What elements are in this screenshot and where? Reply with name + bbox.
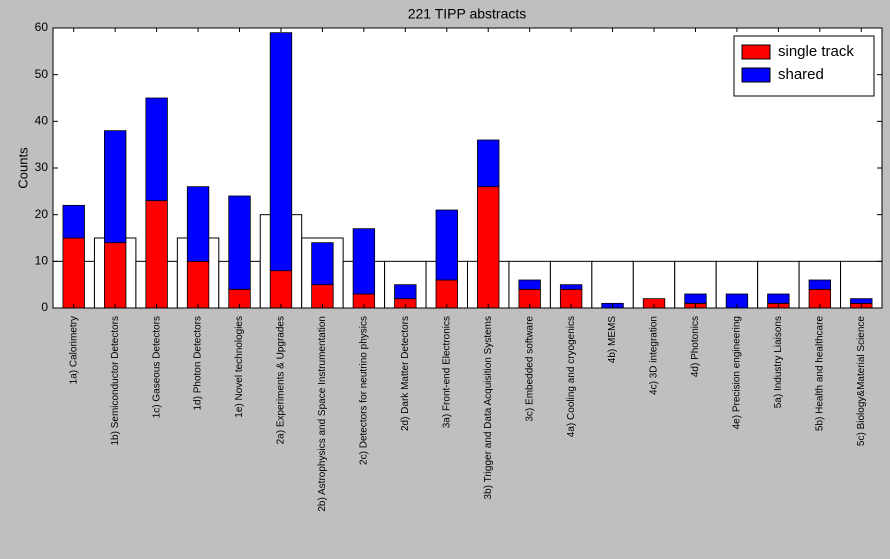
x-tick-label: 3c) Embedded software [524,316,535,422]
bar-segment [103,242,127,309]
y-tick-label: 0 [41,300,48,314]
bar-segment [228,195,251,290]
bar-segment [518,279,541,290]
bar-segment [311,242,334,286]
bar-segment [559,284,583,290]
bar-segment [477,139,500,188]
legend-label: shared [778,66,824,83]
legend-swatch [741,44,771,60]
bar-segment [684,293,707,304]
legend: single track shared [733,35,875,97]
bar-segment [850,298,873,304]
x-tick-label: 3b) Trigger and Data Acquisition Systems [483,316,494,499]
bar-segment [477,186,500,309]
bar-segment [186,186,210,262]
y-tick-label: 60 [35,20,49,34]
x-tick-label: 3a) Front-end Electronics [441,316,452,428]
bar-segment [435,279,458,309]
bar-segment [352,228,376,295]
legend-swatch [741,67,771,83]
bar-segment [808,279,832,290]
legend-label: single track [778,43,854,60]
bar-segment [62,204,85,239]
x-tick-label: 4b) MEMS [607,316,618,364]
x-tick-label: 4d) Photonics [690,316,701,377]
outline-bar [591,260,634,309]
y-tick-label: 30 [35,160,49,174]
x-tick-label: 4e) Precision engineering [732,316,743,429]
x-tick-label: 1d) Photon Detectors [193,316,204,411]
x-tick-label: 4a) Cooling and cryogenics [566,316,577,437]
bar-segment [269,32,293,272]
x-tick-label: 1b) Semiconductor Detectors [110,316,121,446]
bar-segment [269,270,293,309]
x-tick-label: 4c) 3D integration [649,316,660,395]
x-tick-label: 5c) Biology&Material Science [856,316,867,446]
bar-segment [767,293,790,304]
y-tick-label: 40 [35,114,49,128]
x-tick-label: 5a) Industry Liaisons [773,316,784,408]
x-tick-label: 1a) Calorimetry [68,316,79,384]
bar-segment [62,237,85,309]
bar-segment [145,97,168,202]
x-tick-label: 2b) Astrophysics and Space Instrumentati… [317,316,328,512]
x-tick-label: 2a) Experiments & Upgrades [276,316,287,444]
chart-title: 221 TIPP abstracts [408,6,527,22]
bar-segment [186,260,210,309]
bar-segment [145,200,168,309]
x-tick-label: 1c) Gaseous Detectors [151,316,162,418]
bar-segment [394,284,417,300]
y-tick-label: 10 [35,254,49,268]
bar-segment [435,209,458,281]
x-tick-label: 1e) Novel technologies [234,316,245,418]
y-tick-label: 20 [35,207,49,221]
bar-segment [103,130,127,244]
x-tick-label: 2c) Detectors for neutrino physics [359,316,370,465]
y-tick-label: 50 [35,67,49,81]
x-tick-label: 5b) Health and healthcare [814,316,825,432]
x-tick-label: 2d) Dark Matter Detectors [400,316,411,431]
y-axis-label: Counts [15,147,30,189]
